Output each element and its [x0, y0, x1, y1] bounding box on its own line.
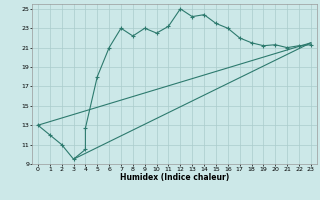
X-axis label: Humidex (Indice chaleur): Humidex (Indice chaleur)	[120, 173, 229, 182]
